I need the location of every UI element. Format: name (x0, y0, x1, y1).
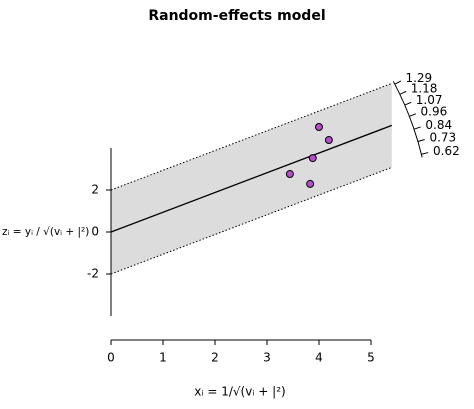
study-point (285, 170, 294, 179)
arc-tick-label: 1.29 (405, 71, 432, 85)
x-tick-label: 2 (211, 351, 219, 365)
band-edge (110, 166, 392, 275)
x-tick-label: 3 (263, 351, 271, 365)
arc-tick-label: 0.84 (425, 118, 452, 132)
study-point (324, 136, 333, 145)
x-tick-label: 0 (107, 351, 115, 365)
study-point (315, 123, 323, 131)
arc-tick (404, 101, 412, 106)
arc-tick (394, 80, 402, 85)
arc-scale (392, 81, 423, 158)
arc-tick-label: 0.73 (429, 131, 456, 145)
arc-tick (399, 90, 407, 95)
y-tick-label: 0 (91, 225, 99, 239)
arc-tick (409, 113, 417, 117)
arc-tick-label: 1.07 (416, 93, 443, 107)
x-tick-label: 1 (159, 351, 167, 365)
arc-tick (417, 139, 425, 142)
chart-title: Random-effects model (148, 8, 325, 24)
arc-tick-label: 0.96 (421, 104, 448, 118)
arc-tick-label: 1.18 (411, 82, 438, 96)
arc-tick-label: 0.62 (433, 144, 460, 158)
arc-tick (421, 152, 429, 155)
fit-line (110, 124, 393, 233)
arc-tick (413, 126, 421, 130)
study-point (308, 154, 317, 163)
band-edge (110, 82, 392, 191)
y-tick-label: -2 (87, 267, 99, 281)
x-tick-label: 4 (315, 351, 323, 365)
x-tick-label: 5 (367, 351, 375, 365)
y-tick-label: 2 (91, 183, 99, 197)
study-point (306, 179, 315, 188)
x-axis-label: xᵢ = 1/√(vᵢ + |²) (194, 385, 285, 399)
y-axis-label: zᵢ = yᵢ / √(vᵢ + |²) (2, 226, 89, 238)
